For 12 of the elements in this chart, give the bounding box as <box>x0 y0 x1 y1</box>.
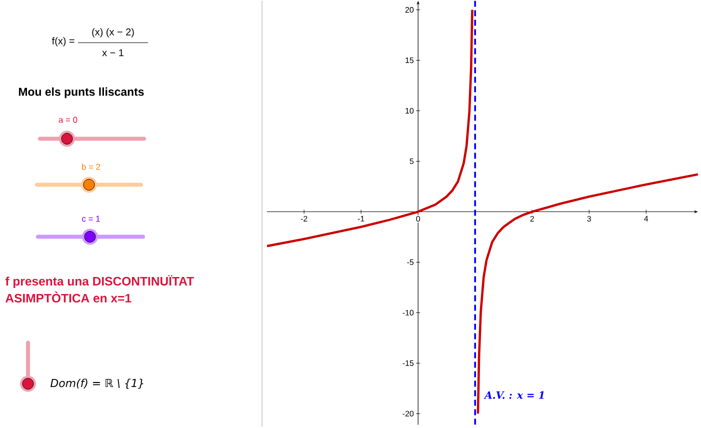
text: b = 2 <box>82 164 100 170</box>
text: Dom(f) = ℝ \ {1} <box>50 378 144 390</box>
text: a = 0 <box>58 117 78 123</box>
text: f presenta una DISCONTINUÏTAT ASIMPTÒTICA en x=1 <box>5 275 194 303</box>
text: f(x) = <box>52 37 74 47</box>
ref-line-label: A.V. : x = 1 <box>484 392 544 400</box>
text: Mou els punts lliscants <box>18 88 144 98</box>
text: x − 1 <box>102 50 124 56</box>
text: (x) (x − 2) <box>92 28 134 38</box>
line-series <box>476 173 698 416</box>
text: c = 1 <box>82 216 100 222</box>
line-series <box>267 8 474 248</box>
